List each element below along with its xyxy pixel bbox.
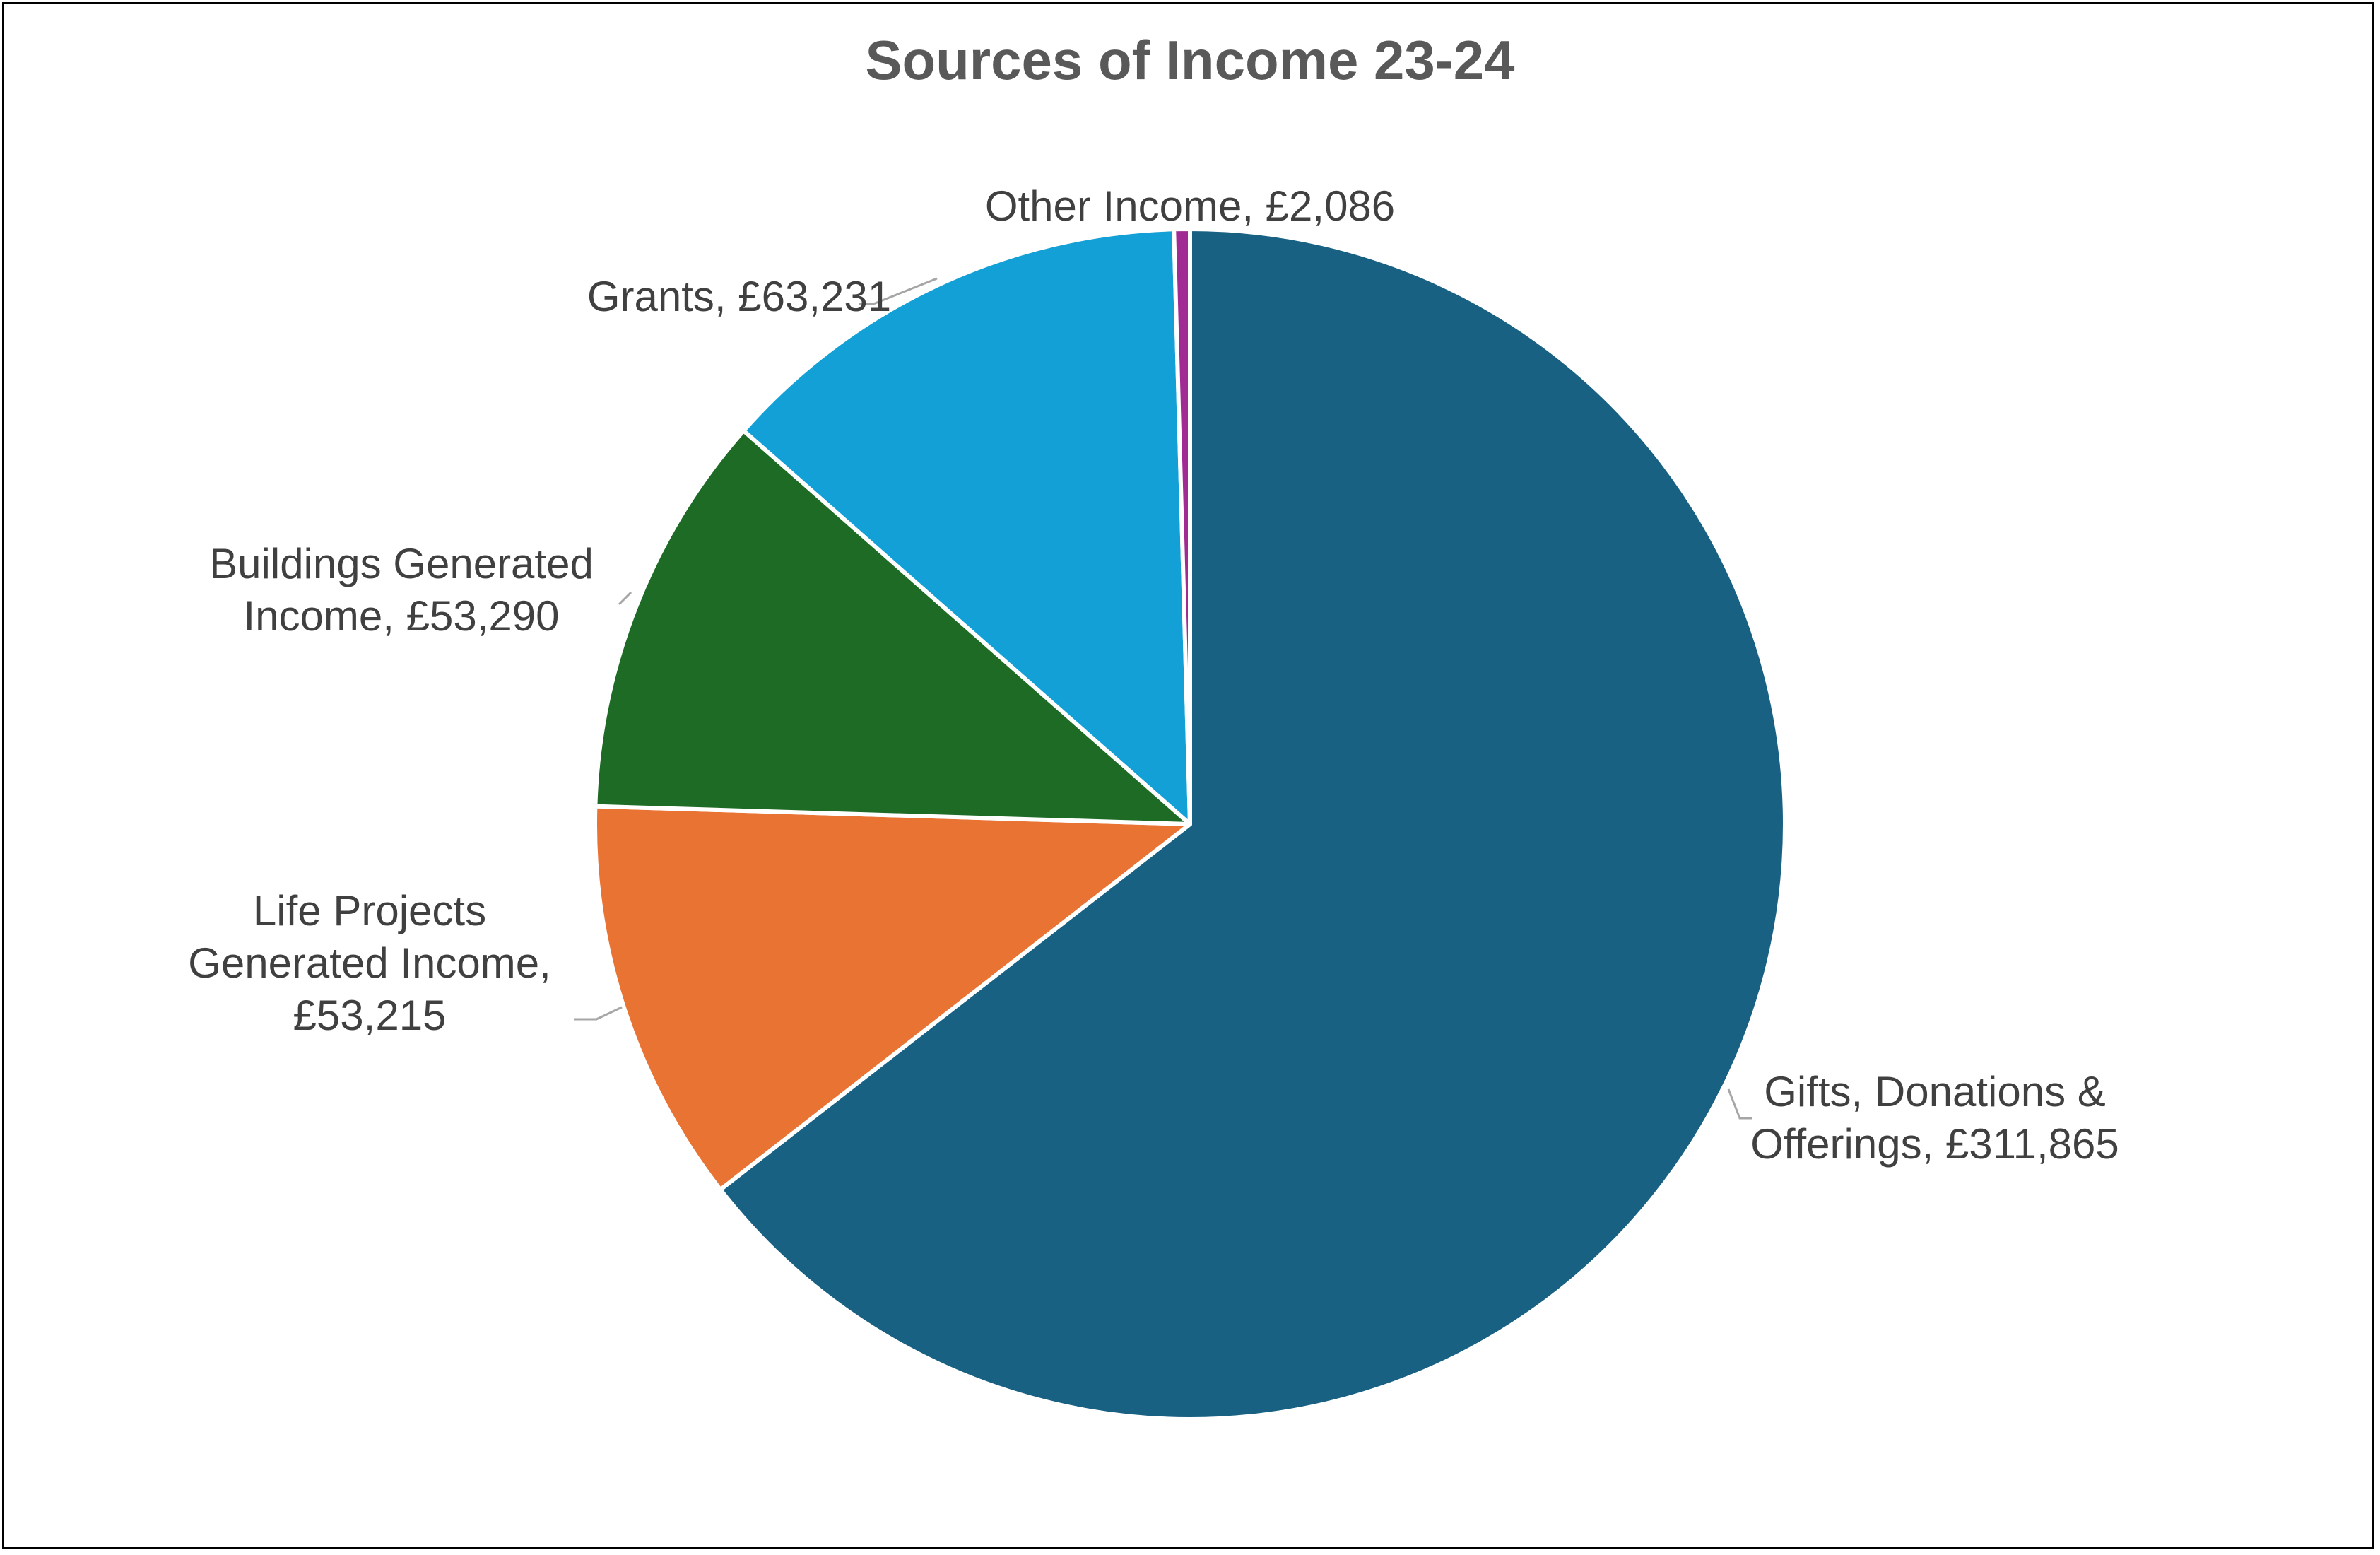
data-label-line: Buildings Generated	[209, 540, 594, 587]
pie-slice-life-projects-generated-income	[593, 804, 1192, 1192]
leader-lines	[574, 277, 1752, 1120]
data-label-line: Other Income, £2,086	[985, 182, 1395, 230]
pie-slice-other-income	[1172, 227, 1192, 826]
data-label-line: £53,215	[293, 992, 447, 1039]
data-label-line: Grants, £63,231	[587, 273, 891, 320]
data-label-line: Generated Income,	[188, 939, 551, 987]
data-label-line: Income, £53,290	[244, 592, 560, 640]
leader-line	[618, 591, 632, 606]
data-label: Other Income, £2,086	[985, 182, 1395, 230]
data-label-line: Offerings, £311,865	[1750, 1120, 2119, 1168]
pie-slice-buildings-generated-income	[593, 428, 1192, 826]
data-label-line: Life Projects	[253, 887, 486, 934]
leader-line	[574, 1006, 623, 1021]
leader-line	[1727, 1088, 1752, 1120]
pie-slice-grants	[741, 227, 1192, 826]
data-label: Gifts, Donations & Offerings, £311,865	[1750, 1068, 2119, 1168]
data-label-line: Gifts, Donations &	[1764, 1068, 2106, 1115]
pie-slices	[593, 227, 1788, 1421]
chart-title: Sources of Income 23-24	[865, 29, 1514, 91]
pie-slice-gifts-donations-offerings	[718, 227, 1788, 1421]
data-label: Life Projects Generated Income, £53,215	[188, 887, 551, 1039]
data-label: Grants, £63,231	[587, 273, 891, 320]
data-labels: Gifts, Donations & Offerings, £311,865 Lif…	[188, 182, 2119, 1168]
data-label: Buildings Generated Income, £53,290	[209, 540, 594, 640]
leader-line	[859, 277, 938, 305]
